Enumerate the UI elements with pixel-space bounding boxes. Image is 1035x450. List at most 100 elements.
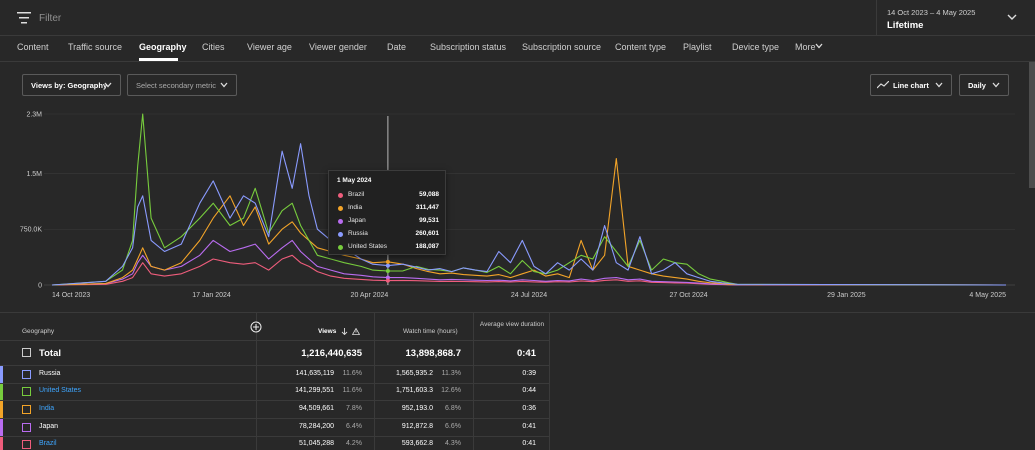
primary-metric-dropdown[interactable]: Views by: Geography [22, 74, 121, 96]
geography-column-header[interactable]: Geography [22, 328, 55, 335]
avg-view-duration-value: 0:39 [522, 370, 536, 377]
sort-down-arrow-icon[interactable] [341, 328, 348, 335]
tab-cities[interactable]: Cities [202, 42, 225, 52]
japan-checkbox[interactable] [22, 423, 31, 432]
chart-grid [44, 113, 1015, 286]
row-divider [0, 418, 550, 419]
geography-table: Geography Views Watch time (hours) Avera… [0, 312, 1035, 450]
country-link[interactable]: Brazil [39, 440, 57, 447]
series-line-india [51, 158, 1007, 286]
india-checkbox[interactable] [22, 405, 31, 414]
tab-subscription-source[interactable]: Subscription source [522, 42, 602, 52]
tab-bar: Content Traffic source Geography Cities … [0, 36, 1035, 62]
filter-bar: Filter 14 Oct 2023 – 4 May 2025 Lifetime [0, 0, 1035, 36]
column-divider [256, 313, 257, 450]
watch-time-value: 1,565,935.2 [396, 370, 433, 377]
line-chart-icon [877, 81, 889, 89]
tooltip-value: 260,601 [415, 230, 440, 237]
row-divider [0, 383, 550, 384]
tooltip-country: Japan [348, 217, 366, 224]
x-tick-label: 24 Jul 2024 [511, 292, 547, 299]
watch-time-percent: 11.3% [441, 370, 461, 377]
tab-playlist[interactable]: Playlist [683, 42, 712, 52]
row-divider [0, 365, 550, 366]
total-avg-view-duration: 0:41 [516, 348, 536, 359]
series-color-bar [0, 366, 3, 383]
tab-viewer-gender[interactable]: Viewer gender [309, 42, 367, 52]
x-tick-label: 20 Apr 2024 [351, 292, 389, 299]
series-line-united-states [51, 113, 1007, 286]
hover-point [385, 263, 390, 268]
watch-time-value: 952,193.0 [401, 405, 433, 412]
secondary-metric-label: Select secondary metric [136, 81, 217, 90]
avg-view-duration-value: 0:44 [522, 387, 536, 394]
tooltip-value: 99,531 [419, 217, 439, 224]
tooltip-title: 1 May 2024 [337, 177, 372, 184]
chevron-down-icon [220, 82, 228, 88]
tab-device-type[interactable]: Device type [732, 42, 780, 52]
views-column-header[interactable]: Views [318, 328, 337, 335]
united-states-checkbox[interactable] [22, 387, 31, 396]
y-tick-label: 1.5M [26, 171, 42, 178]
chart-type-dropdown[interactable]: Line chart [870, 74, 952, 96]
views-line-chart[interactable]: 2.3M 1.5M 750.0K 0 14 Oct 2023 17 Jan 2024 20… [0, 100, 1035, 310]
date-range-label: 14 Oct 2023 – 4 May 2025 [887, 8, 976, 17]
add-column-icon[interactable] [250, 321, 262, 333]
total-checkbox[interactable] [22, 348, 31, 357]
avg-view-duration-value: 0:41 [522, 440, 536, 447]
tooltip-country: India [348, 204, 363, 211]
tab-more[interactable]: More [795, 42, 816, 52]
tab-subscription-status[interactable]: Subscription status [430, 42, 507, 52]
date-range-picker[interactable]: 14 Oct 2023 – 4 May 2025 Lifetime [876, 0, 1035, 36]
series-color-bar [0, 401, 3, 418]
views-value: 141,635,119 [295, 370, 334, 377]
country-link[interactable]: United States [39, 387, 82, 394]
column-divider [374, 313, 375, 450]
x-tick-label: 17 Jan 2024 [192, 292, 231, 299]
brazil-checkbox[interactable] [22, 440, 31, 449]
series-color-bar [0, 419, 3, 436]
filter-icon[interactable] [17, 12, 31, 24]
avg-view-duration-column-header[interactable]: Average view duration [479, 321, 545, 328]
column-divider [549, 313, 550, 450]
views-value: 141,299,551 [295, 387, 334, 394]
tab-date[interactable]: Date [387, 42, 407, 52]
active-tab-indicator [139, 58, 178, 61]
country-name: Japan [39, 423, 59, 430]
avg-view-duration-value: 0:36 [522, 405, 536, 412]
total-views: 1,216,440,635 [301, 348, 362, 359]
japan-dot-icon [338, 219, 343, 224]
views-percent: 6.4% [346, 423, 362, 430]
series-color-bar [0, 384, 3, 400]
country-link[interactable]: India [39, 405, 55, 412]
page-scrollbar[interactable] [1029, 62, 1035, 188]
secondary-metric-dropdown[interactable]: Select secondary metric [127, 74, 237, 96]
interval-dropdown[interactable]: Daily [959, 74, 1009, 96]
tab-content[interactable]: Content [17, 42, 49, 52]
tab-content-type[interactable]: Content type [615, 42, 667, 52]
tooltip-country: United States [348, 243, 388, 250]
chevron-down-icon [815, 43, 823, 49]
united-states-dot-icon [338, 245, 343, 250]
filter-input[interactable]: Filter [39, 13, 62, 24]
tooltip-row-japan: Japan 99,531 [338, 217, 439, 227]
total-label: Total [39, 348, 61, 359]
watch-time-column-header[interactable]: Watch time (hours) [403, 328, 458, 335]
y-tick-label: 2.3M [26, 112, 42, 119]
date-mode-label: Lifetime [887, 20, 924, 31]
column-divider [473, 313, 474, 450]
row-divider [0, 340, 550, 341]
y-tick-label: 0 [38, 283, 42, 290]
views-percent: 11.6% [342, 370, 362, 377]
views-value: 51,045,288 [298, 440, 334, 447]
series-line-japan [51, 239, 1007, 286]
tab-viewer-age[interactable]: Viewer age [247, 42, 292, 52]
tooltip-row-russia: Russia 260,601 [338, 230, 439, 240]
hover-point [385, 278, 390, 283]
series-line-brazil [51, 254, 1007, 286]
row-divider [0, 400, 550, 401]
tab-geography[interactable]: Geography [139, 42, 187, 52]
chart-tooltip: 1 May 2024 Brazil 59,088 India 311,447 J… [328, 170, 446, 255]
tab-traffic-source[interactable]: Traffic source [68, 42, 123, 52]
russia-checkbox[interactable] [22, 370, 31, 379]
